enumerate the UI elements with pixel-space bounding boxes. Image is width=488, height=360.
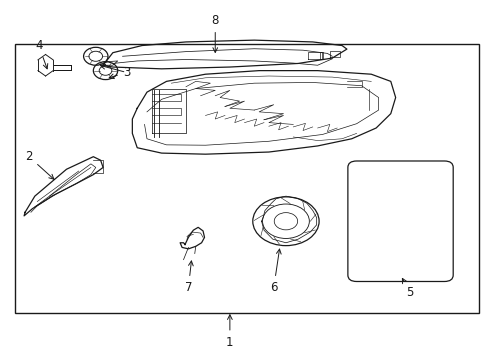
Bar (15, 44, 478, 313)
Text: 6: 6 (269, 249, 281, 294)
Text: 4: 4 (35, 39, 48, 69)
Text: 8: 8 (211, 14, 219, 53)
FancyBboxPatch shape (347, 161, 452, 282)
Text: 3: 3 (109, 66, 130, 79)
Text: 2: 2 (25, 150, 54, 179)
Text: 1: 1 (225, 315, 233, 348)
Text: 5: 5 (402, 278, 413, 300)
Text: 7: 7 (184, 261, 193, 294)
